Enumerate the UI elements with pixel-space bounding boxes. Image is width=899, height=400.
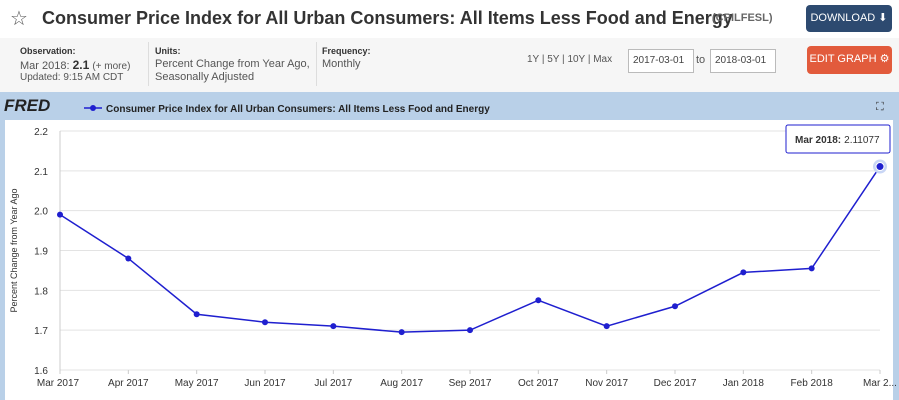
tooltip-box <box>785 124 891 154</box>
range-link[interactable]: 5Y <box>547 54 560 65</box>
observation-label: Observation: <box>20 46 76 56</box>
download-button[interactable]: DOWNLOAD ⬇ <box>806 5 892 32</box>
y-tick-label: 1.6 <box>34 366 48 377</box>
x-tick-label: Mar 2017 <box>37 378 80 389</box>
units-label: Units: <box>155 46 181 56</box>
edit-text: EDIT GRAPH <box>809 53 877 65</box>
units: Seasonally Adjusted <box>155 71 255 83</box>
plot-panel <box>5 120 893 400</box>
point <box>672 303 678 310</box>
y-tick-label: 1.9 <box>34 247 48 258</box>
tooltip-value: 2.11077 <box>844 135 880 146</box>
fred-logo: FRED <box>4 96 50 115</box>
frequency: Monthly <box>322 58 361 70</box>
x-tick-label: Apr 2017 <box>108 378 149 389</box>
more-link[interactable]: (+ more) <box>92 61 131 72</box>
point <box>57 211 63 218</box>
x-tick-label: Jul 2017 <box>314 378 352 389</box>
x-tick-label: Dec 2017 <box>654 378 697 389</box>
point <box>467 327 473 334</box>
point <box>193 311 200 318</box>
frequency-label: Frequency: <box>322 46 371 56</box>
point <box>740 269 747 276</box>
x-tick-label: Aug 2017 <box>380 378 423 389</box>
point <box>262 319 268 326</box>
observation-value: 2.1 <box>72 58 90 72</box>
range-link[interactable]: 1Y <box>527 54 540 65</box>
fullscreen-icon[interactable]: ⛶ <box>876 101 884 113</box>
y-tick-label: 1.7 <box>34 326 48 337</box>
edit-graph-button[interactable]: EDIT GRAPH ⚙ <box>807 46 892 74</box>
y-tick-label: 2.1 <box>34 167 48 178</box>
header: ☆ Consumer Price Index for All Urban Con… <box>0 0 899 38</box>
tooltip-date: Mar 2018: <box>795 135 841 146</box>
point <box>125 255 132 262</box>
y-tick-label: 2.2 <box>34 127 48 138</box>
to-label: to <box>696 54 706 66</box>
title: Consumer Price Index for All Urban Consu… <box>42 8 733 28</box>
x-tick-label: May 2017 <box>175 378 219 389</box>
observation: Mar 2018: 2.1 (+ more) <box>20 58 130 72</box>
point <box>398 329 405 336</box>
range-links: 1Y | 5Y | 10Y | Max <box>527 54 613 65</box>
y-axis-label: Percent Change from Year Ago <box>9 188 19 312</box>
tooltip: Mar 2018: 2.11077 <box>785 124 891 154</box>
range-link[interactable]: Max <box>593 54 613 65</box>
x-tick-label: Oct 2017 <box>518 378 559 389</box>
divider <box>316 42 317 86</box>
divider <box>148 42 149 86</box>
download-text: DOWNLOAD <box>810 12 876 24</box>
point <box>808 265 815 272</box>
point <box>875 162 885 172</box>
end-date-input[interactable]: 2018-03-01 <box>710 49 776 73</box>
x-tick-label: Sep 2017 <box>449 378 492 389</box>
legend-marker <box>90 105 96 111</box>
updated: Updated: 9:15 AM CDT <box>20 72 124 83</box>
start-date-input[interactable]: 2017-03-01 <box>628 49 694 73</box>
series-id: (CPILFESL) <box>712 12 773 24</box>
x-tick-label: Nov 2017 <box>585 378 628 389</box>
star-icon[interactable]: ☆ <box>10 8 28 30</box>
x-tick-label: Mar 2... <box>863 378 897 389</box>
y-tick-label: 1.8 <box>34 286 48 297</box>
units: Percent Change from Year Ago, <box>155 58 310 70</box>
point <box>603 323 610 330</box>
point <box>330 323 337 330</box>
x-tick-label: Jan 2018 <box>723 378 765 389</box>
legend-label: Consumer Price Index for All Urban Consu… <box>106 104 490 115</box>
chart: FRED ⛶ Consumer Price Index for All Urba… <box>0 92 899 400</box>
x-tick-label: Jun 2017 <box>244 378 286 389</box>
x-tick-label: Feb 2018 <box>791 378 834 389</box>
tooltip-text: Mar 2018: 2.11077 <box>795 135 880 146</box>
range-link[interactable]: 10Y <box>567 54 586 65</box>
info-bar: Observation: Mar 2018: 2.1 (+ more) Upda… <box>0 38 899 92</box>
y-tick-label: 2.0 <box>34 207 48 218</box>
observation-date: Mar 2018: <box>20 60 70 72</box>
point <box>535 297 542 304</box>
